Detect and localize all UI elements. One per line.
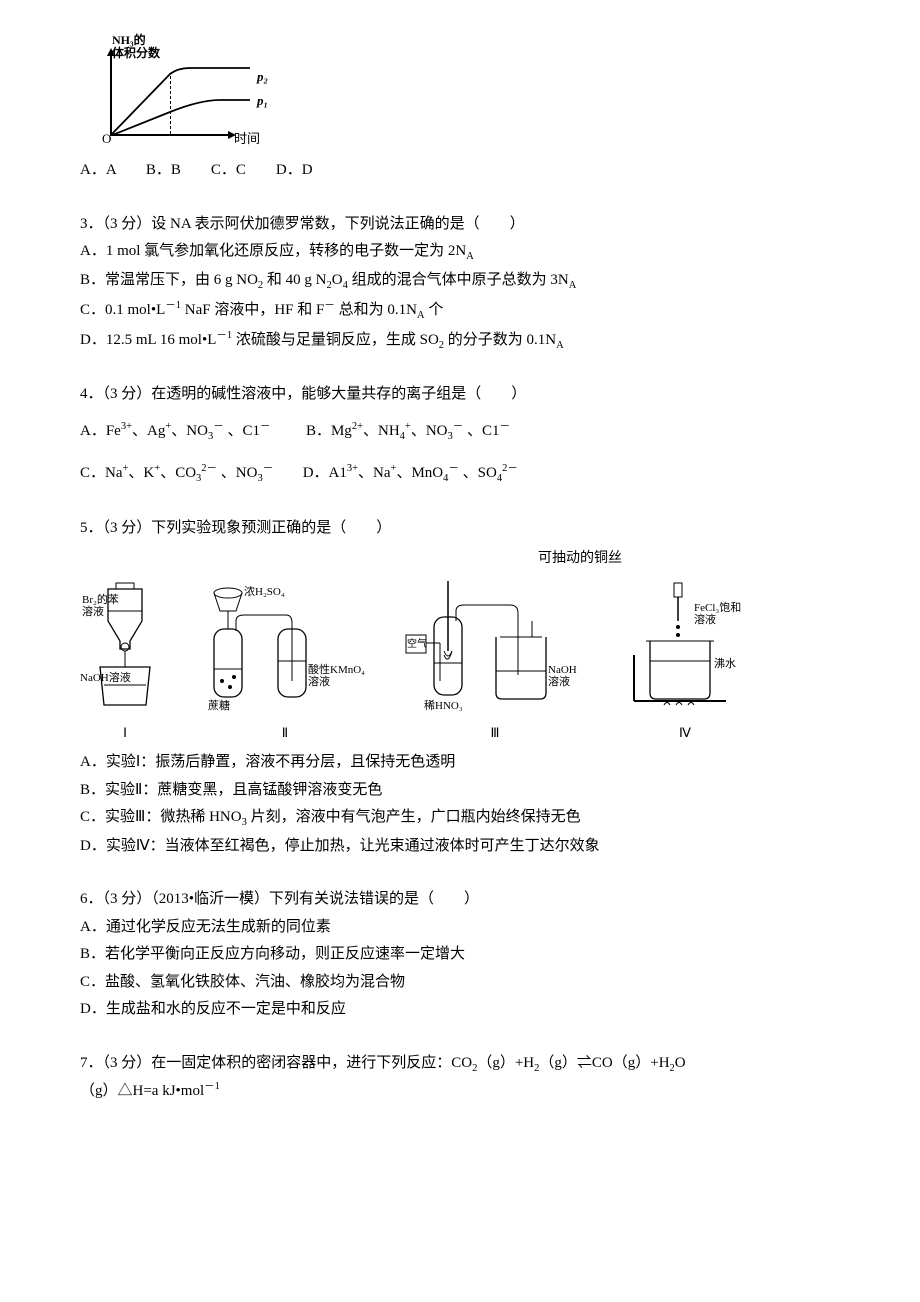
question-3: 3．（3 分）设 NA 表示阿伏加德罗常数，下列说法正确的是（ ） A．1 mo… — [80, 212, 860, 355]
q5-opt-a: A．实验Ⅰ：振荡后静置，溶液不再分层，且保持无色透明 — [80, 750, 860, 776]
svg-text:Br₂的苯: Br₂的苯 — [82, 592, 119, 606]
p2-label: p₂ — [257, 66, 268, 88]
svg-text:NaOH溶液: NaOH溶液 — [80, 670, 131, 684]
app4-icon: FeCl₃饱和 溶液 沸水 — [620, 581, 750, 711]
svg-text:浓H₂SO₄: 浓H₂SO₄ — [244, 585, 285, 598]
svg-text:溶液: 溶液 — [694, 612, 716, 626]
q5-opt-b: B．实验Ⅱ：蔗糖变黑，且高锰酸钾溶液变无色 — [80, 778, 860, 804]
app2-icon: 浓H₂SO₄ 蔗糖 酸性KMnO₄ 溶液 — [200, 581, 370, 711]
rn-4: Ⅳ — [620, 722, 750, 744]
q4-stem: 4．（3 分）在透明的碱性溶液中，能够大量共存的离子组是（ ） — [80, 382, 860, 408]
q4-row-cd: C．Na+、K+、CO32－ 、NO3－ D．A13+、Na+、MnO4－ 、S… — [80, 460, 860, 488]
svg-text:FeCl₃饱和: FeCl₃饱和 — [694, 600, 741, 614]
svg-text:沸水: 沸水 — [714, 657, 736, 670]
q2-options: A．A B．B C．C D．D — [80, 158, 860, 184]
svg-text:溶液: 溶液 — [548, 674, 570, 688]
svg-text:溶液: 溶液 — [308, 674, 330, 688]
q6-opt-a: A．通过化学反应无法生成新的同位素 — [80, 915, 860, 941]
q6-opt-d: D．生成盐和水的反应不一定是中和反应 — [80, 997, 860, 1023]
q3-stem: 3．（3 分）设 NA 表示阿伏加德罗常数，下列说法正确的是（ ） — [80, 212, 860, 238]
svg-text:稀HNO₃: 稀HNO₃ — [424, 699, 463, 711]
svg-text:空气: 空气 — [407, 637, 427, 650]
rn-1: Ⅰ — [80, 722, 170, 744]
apparatus-4: FeCl₃饱和 溶液 沸水 Ⅳ — [620, 581, 750, 744]
q3-opt-d: D．12.5 mL 16 mol•L－1 浓硫酸与足量铜反应，生成 SO2 的分… — [80, 327, 860, 355]
question-6: 6．（3 分）（2013•临沂一模）下列有关说法错误的是（ ） A．通过化学反应… — [80, 887, 860, 1023]
svg-text:蔗糖: 蔗糖 — [208, 698, 230, 711]
apparatus-1: Br₂的苯 溶液 NaOH溶液 Ⅰ — [80, 581, 170, 744]
q4-opt-a: A．Fe3+、Ag+、NO3－ 、C1－ — [80, 423, 270, 439]
q5-top-label: 可抽动的铜丝 — [300, 547, 860, 571]
question-2: O NH₃的 体积分数 时间 p₂ p₁ A．A B．B C．C D．D — [80, 40, 860, 184]
q5-stem: 5．（3 分）下列实验现象预测正确的是（ ） — [80, 516, 860, 542]
curve-p1 — [110, 76, 250, 136]
q4-opt-d: D．A13+、Na+、MnO4－ 、SO42－ — [303, 465, 518, 481]
question-4: 4．（3 分）在透明的碱性溶液中，能够大量共存的离子组是（ ） A．Fe3+、A… — [80, 382, 860, 487]
svg-text:溶液: 溶液 — [82, 604, 104, 618]
app3-icon: 空气 稀HNO₃ NaOH 溶液 — [400, 581, 590, 711]
svg-text:NaOH: NaOH — [548, 664, 577, 676]
rn-2: Ⅱ — [200, 722, 370, 744]
q2-graph: O NH₃的 体积分数 时间 p₂ p₁ — [80, 40, 260, 150]
question-7: 7．（3 分）在一固定体积的密闭容器中，进行下列反应：CO2（g）+H2（g）⇌… — [80, 1051, 860, 1104]
p1-label: p₁ — [257, 90, 268, 112]
q3-opt-c: C．0.1 mol•L－1 NaF 溶液中，HF 和 F－ 总和为 0.1NA … — [80, 297, 860, 325]
q6-opt-b: B．若化学平衡向正反应方向移动，则正反应速率一定增大 — [80, 942, 860, 968]
q4-opt-c: C．Na+、K+、CO32－ 、NO3－ — [80, 465, 273, 481]
q6-opt-c: C．盐酸、氢氧化铁胶体、汽油、橡胶均为混合物 — [80, 970, 860, 996]
q4-opt-b: B．Mg2+、NH4+、NO3－ 、C1－ — [306, 423, 510, 439]
sep-funnel-icon: Br₂的苯 溶液 NaOH溶液 — [80, 581, 170, 711]
rn-3: Ⅲ — [400, 722, 590, 744]
q4-row-ab: A．Fe3+、Ag+、NO3－ 、C1－ B．Mg2+、NH4+、NO3－ 、C… — [80, 418, 860, 446]
q5-opt-d: D．实验Ⅳ：当液体至红褐色，停止加热，让光束通过液体时可产生丁达尔效象 — [80, 834, 860, 860]
apparatus-3: 空气 稀HNO₃ NaOH 溶液 Ⅲ — [400, 581, 590, 744]
q3-opt-a: A．1 mol 氯气参加氧化还原反应，转移的电子数一定为 2NA — [80, 239, 860, 266]
question-5: 5．（3 分）下列实验现象预测正确的是（ ） 可抽动的铜丝 Br₂的苯 溶液 N… — [80, 516, 860, 860]
q5-opt-c: C．实验Ⅲ：微热稀 HNO3 片刻，溶液中有气泡产生，广口瓶内始终保持无色 — [80, 805, 860, 832]
svg-text:酸性KMnO₄: 酸性KMnO₄ — [308, 662, 365, 676]
yl1: NH₃的 — [112, 33, 146, 47]
q5-figure-row: Br₂的苯 溶液 NaOH溶液 Ⅰ 浓H₂SO₄ 蔗糖 — [80, 581, 860, 744]
q6-stem: 6．（3 分）（2013•临沂一模）下列有关说法错误的是（ ） — [80, 887, 860, 913]
apparatus-2: 浓H₂SO₄ 蔗糖 酸性KMnO₄ 溶液 Ⅱ — [200, 581, 370, 744]
q3-opt-b: B．常温常压下，由 6 g NO2 和 40 g N2O4 组成的混合气体中原子… — [80, 268, 860, 295]
